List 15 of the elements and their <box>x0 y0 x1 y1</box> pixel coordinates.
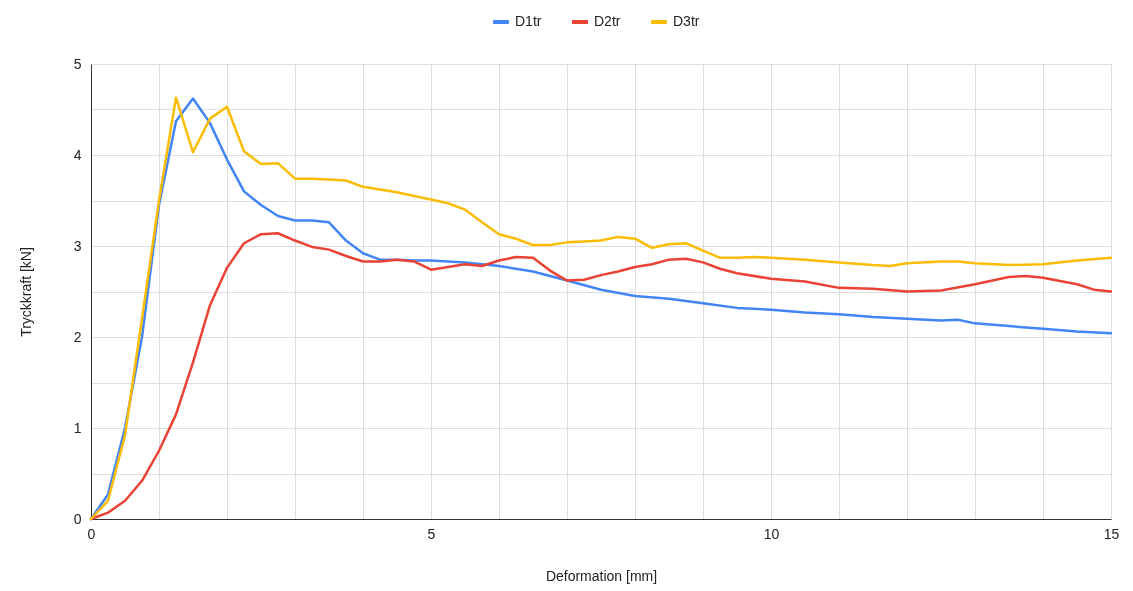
legend-label: D3tr <box>673 13 700 29</box>
x-tick-label: 0 <box>87 525 96 542</box>
x-tick-label: 5 <box>427 525 436 542</box>
y-tick-label: 1 <box>73 419 82 436</box>
y-tick-label: 2 <box>73 328 82 345</box>
y-tick-label: 0 <box>73 510 82 527</box>
y-tick-label: 5 <box>73 55 82 72</box>
x-tick-label: 10 <box>763 525 780 542</box>
y-axis-title: Tryckkraft [kN] <box>17 247 34 337</box>
x-axis-title: Deformation [mm] <box>545 567 658 584</box>
y-tick-label: 3 <box>73 237 82 254</box>
x-tick-label: 15 <box>1103 525 1120 542</box>
legend-label: D1tr <box>515 13 542 29</box>
y-tick-label: 4 <box>73 146 82 163</box>
legend-label: D2tr <box>594 13 621 29</box>
